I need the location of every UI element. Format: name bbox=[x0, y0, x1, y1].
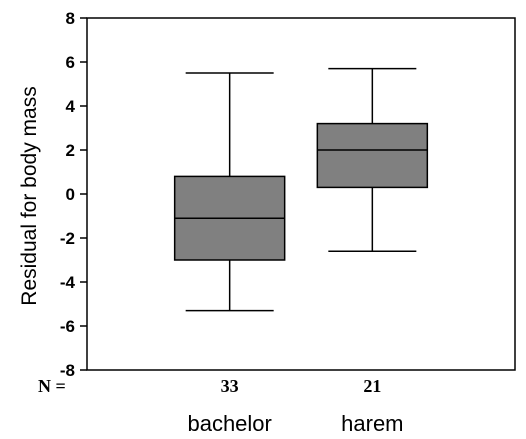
box-bachelor bbox=[173, 72, 286, 312]
y-tick-label: -6 bbox=[60, 317, 75, 336]
category-labels: 33 bachelor 21 harem bbox=[187, 376, 403, 436]
y-tick-label: 6 bbox=[66, 53, 75, 72]
iqr-box bbox=[316, 122, 429, 189]
y-tick-label: -2 bbox=[60, 229, 75, 248]
y-tick-label: -8 bbox=[60, 361, 75, 380]
box-harem bbox=[316, 67, 429, 252]
y-axis-label: Residual for body mass bbox=[18, 86, 41, 305]
plot-frame bbox=[86, 17, 516, 371]
y-tick-label: 8 bbox=[66, 9, 75, 28]
category-label: harem bbox=[341, 411, 403, 436]
category-label: bachelor bbox=[187, 411, 271, 436]
n-prefix-label: N = bbox=[38, 376, 66, 396]
n-count-label: 21 bbox=[363, 376, 381, 396]
y-tick-label: 0 bbox=[66, 185, 75, 204]
box-series bbox=[173, 67, 429, 312]
n-count-label: 33 bbox=[221, 376, 239, 396]
y-axis-ticks: 8 6 4 2 0 -2 -4 -6 -8 bbox=[60, 9, 87, 380]
y-tick-label: -4 bbox=[60, 273, 76, 292]
y-tick-label: 4 bbox=[66, 97, 76, 116]
y-tick-label: 2 bbox=[66, 141, 75, 160]
